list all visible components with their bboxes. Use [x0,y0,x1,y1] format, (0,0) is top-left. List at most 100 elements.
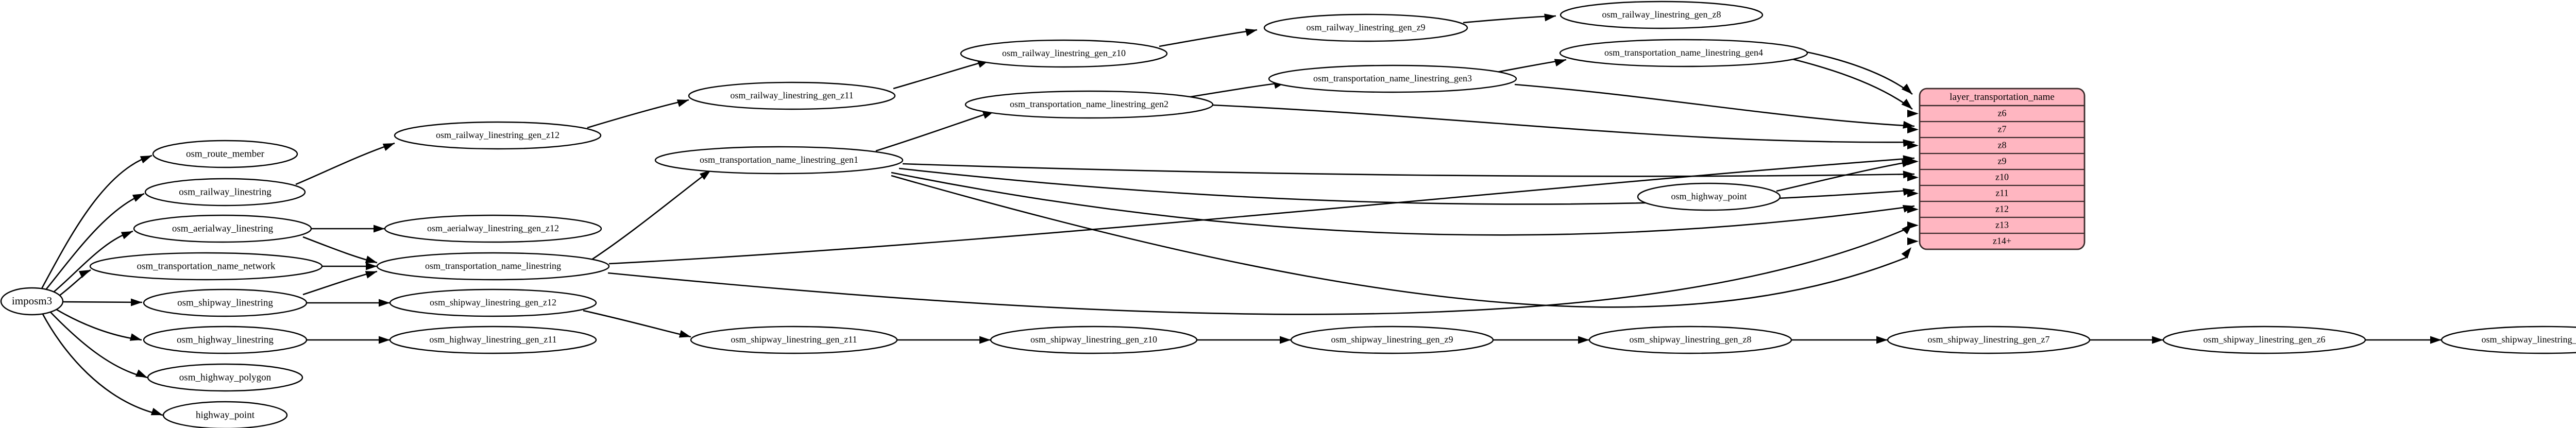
arrow-head-icon [1907,237,1919,245]
node-shape[interactable] [1290,326,1494,354]
node-label: osm_shipway_linestring_gen_z10 [1030,334,1157,345]
node-shape[interactable] [376,252,610,281]
node-shape[interactable] [654,146,904,175]
node-osm_railway_linestring_gen_z10[interactable]: osm_railway_linestring_gen_z10 [960,39,1168,68]
node-osm_shipway_linestring[interactable]: osm_shipway_linestring [143,288,308,317]
edge-table-z13b-inbound [607,224,1912,315]
node-shape[interactable] [1559,39,1808,67]
table-outline [1919,88,2086,250]
table-row-z14plus[interactable]: z14+ [1907,232,2084,246]
node-label: osm_aerialway_linestring [172,223,274,234]
node-shape[interactable] [1637,182,1781,211]
table-row-z11[interactable]: z11 [1907,184,2084,198]
edge-line [891,175,1907,308]
node-osm_transportation_name_linestring_gen2[interactable]: osm_transportation_name_linestring_gen2 [964,90,1214,119]
edge-line [295,142,395,185]
node-shape[interactable] [143,326,308,354]
edge-gen3-to-table-z8 [1514,83,1915,129]
node-shape[interactable] [1263,13,1468,42]
node-osm_railway_linestring_gen_z8[interactable]: osm_railway_linestring_gen_z8 [1560,1,1764,29]
edge-shipway_gen_z8-to-z7 [1791,336,1888,344]
table-node-layer_transportation_name[interactable]: layer_transportation_name z6 z7 z8 z9 z10 z11 z… [1907,88,2086,250]
edge-shipway_gen_z11-to-z10 [897,336,991,344]
arrow-head-icon [1907,221,1919,229]
node-shape[interactable] [384,214,602,243]
node-imposm3[interactable]: imposm3 [0,287,64,316]
arrow-head-icon [1907,190,1919,197]
node-label: osm_transportation_name_network [137,261,276,271]
node-shape[interactable] [1560,1,1764,29]
node-label: osm_shipway_linestring_gen_z11 [731,334,857,345]
node-osm_highway_linestring[interactable]: osm_highway_linestring [143,326,308,354]
node-shape[interactable] [144,178,306,207]
node-osm_shipway_linestring_gen_z11[interactable]: osm_shipway_linestring_gen_z11 [690,326,898,354]
edge-line [50,230,133,296]
node-osm_route_member[interactable]: osm_route_member [152,140,298,168]
node-osm_shipway_linestring_gen_z12[interactable]: osm_shipway_linestring_gen_z12 [389,288,597,317]
table-row-z7[interactable]: z7 [1907,121,2084,134]
node-shape[interactable] [2162,326,2366,354]
node-osm_shipway_linestring_gen_z8[interactable]: osm_shipway_linestring_gen_z8 [1588,326,1792,354]
arrow-head-icon [78,270,91,278]
node-shape[interactable] [162,401,288,428]
table-row-z13[interactable]: z13 [1907,216,2084,230]
node-osm_highway_linestring_gen_z11[interactable]: osm_highway_linestring_gen_z11 [389,326,597,354]
node-shape[interactable] [133,214,312,243]
arrow-head-icon [129,333,142,341]
table-row-label: z9 [1998,156,2007,166]
node-shape[interactable] [964,90,1214,119]
node-osm_transportation_name_network[interactable]: osm_transportation_name_network [89,252,323,281]
table-row-label: z6 [1998,108,2007,118]
node-osm_transportation_name_linestring_gen3[interactable]: osm_transportation_name_linestring_gen3 [1268,64,1517,93]
edge-line [1514,83,1915,127]
edge-gen1-to-gen2 [875,110,995,152]
table-row-z12[interactable]: z12 [1907,200,2084,214]
node-osm_shipway_linestring_gen_z9[interactable]: osm_shipway_linestring_gen_z9 [1290,326,1494,354]
node-shape[interactable] [394,121,602,150]
node-shape[interactable] [690,326,898,354]
node-shape[interactable] [147,363,303,392]
node-label: osm_highway_linestring [177,334,274,345]
node-highway_point[interactable]: highway_point [162,401,288,428]
node-shape[interactable] [960,39,1168,68]
node-shape[interactable] [990,326,1198,354]
table-row-z10[interactable]: z10 [1907,168,2084,182]
node-shape[interactable] [89,252,323,281]
node-osm_transportation_name_linestring_gen4[interactable]: osm_transportation_name_linestring_gen4 [1559,39,1808,67]
node-shape[interactable] [2441,326,2576,354]
node-shape[interactable] [389,288,597,317]
node-shape[interactable] [143,288,308,317]
table-row-label: z12 [1995,204,2009,214]
node-osm_railway_linestring_gen_z11[interactable]: osm_railway_linestring_gen_z11 [688,81,896,110]
node-osm_highway_point[interactable]: osm_highway_point [1637,182,1781,211]
node-osm_transportation_name_linestring[interactable]: osm_transportation_name_linestring [376,252,610,281]
node-osm_shipway_linestring_gen_z10[interactable]: osm_shipway_linestring_gen_z10 [990,326,1198,354]
table-row-z6[interactable]: z6 [1907,108,2007,118]
table-row-z8[interactable]: z8 [1907,136,2084,150]
node-shape[interactable] [1268,64,1517,93]
node-osm_railway_linestring_gen_z9[interactable]: osm_railway_linestring_gen_z9 [1263,13,1468,42]
node-osm_shipway_linestring_gen_z7[interactable]: osm_shipway_linestring_gen_z7 [1887,326,2091,354]
node-shape[interactable] [0,287,64,316]
edge-line [893,59,990,90]
node-osm_railway_linestring_gen_z12[interactable]: osm_railway_linestring_gen_z12 [394,121,602,150]
arrow-head-icon [1544,13,1556,22]
edge-line [583,310,691,338]
node-osm_aerialway_linestring_gen_z12[interactable]: osm_aerialway_linestring_gen_z12 [384,214,602,243]
node-shape[interactable] [152,140,298,168]
node-shape[interactable] [1887,326,2091,354]
edge-line [1159,29,1258,47]
node-shape[interactable] [688,81,896,110]
arrow-head-icon [1907,206,1919,213]
node-osm_shipway_linestring_gen_z6[interactable]: osm_shipway_linestring_gen_z6 [2162,326,2366,354]
table-row-z9[interactable]: z9 [1907,152,2084,166]
node-osm_shipway_linestring_gen_z5[interactable]: osm_shipway_linestring_gen_z5 [2441,326,2576,354]
node-shape[interactable] [1588,326,1792,354]
node-osm_transportation_name_linestring_gen1[interactable]: osm_transportation_name_linestring_gen1 [654,146,904,175]
node-osm_railway_linestring[interactable]: osm_railway_linestring [144,178,306,207]
node-osm_aerialway_linestring[interactable]: osm_aerialway_linestring [133,214,312,243]
node-osm_highway_polygon[interactable]: osm_highway_polygon [147,363,303,392]
node-shape[interactable] [389,326,597,354]
